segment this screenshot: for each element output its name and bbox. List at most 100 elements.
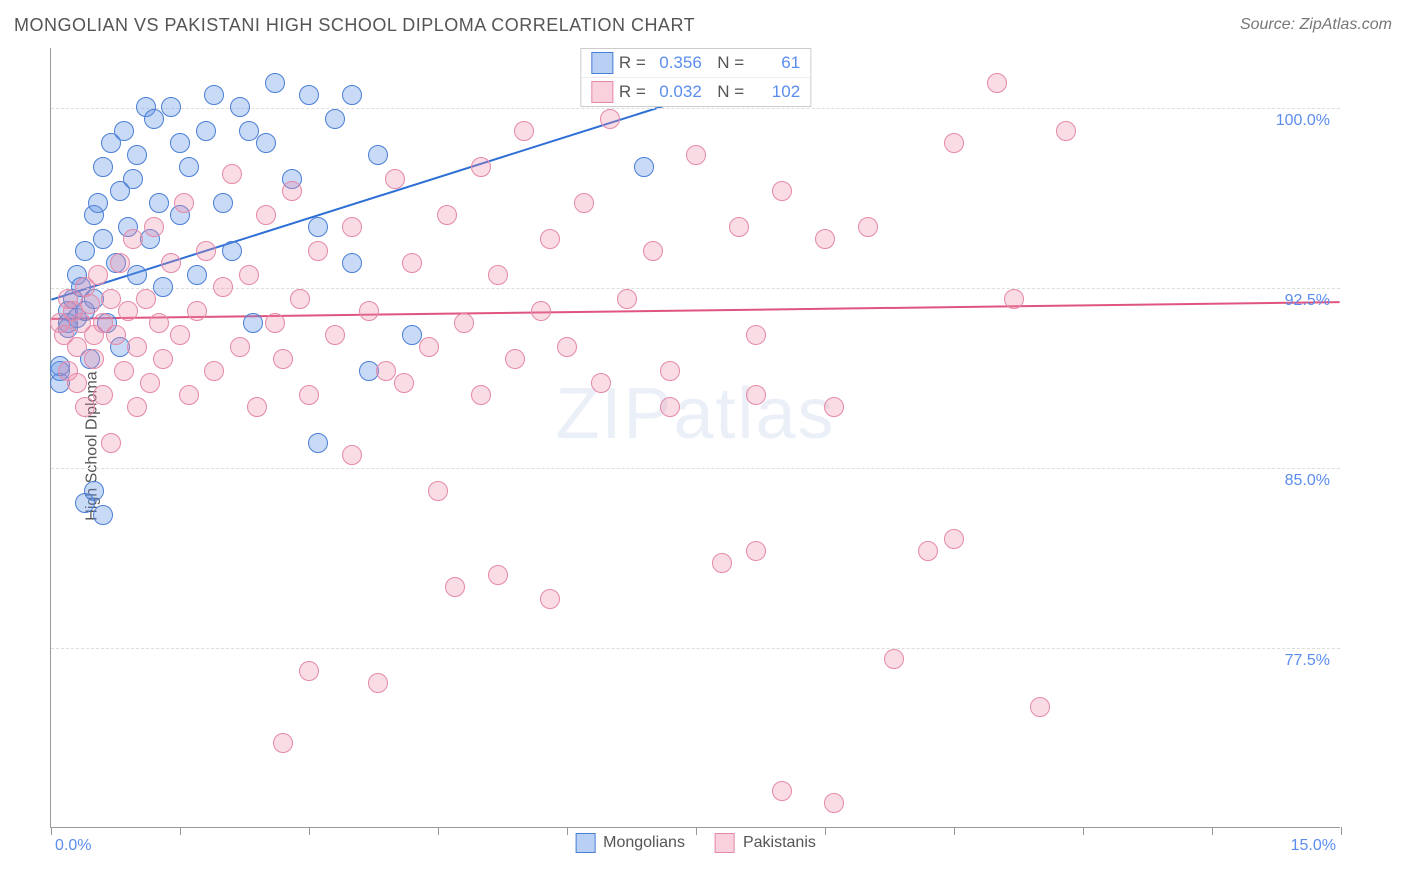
scatter-point xyxy=(729,217,749,237)
scatter-point xyxy=(824,793,844,813)
scatter-point xyxy=(187,265,207,285)
scatter-point xyxy=(256,205,276,225)
x-tick xyxy=(1212,827,1213,835)
legend-r-label: R = xyxy=(619,82,646,102)
legend-label-mongolians: Mongolians xyxy=(603,834,685,852)
scatter-point xyxy=(149,313,169,333)
scatter-point xyxy=(600,109,620,129)
scatter-point xyxy=(712,553,732,573)
scatter-point xyxy=(308,241,328,261)
legend-r-label: R = xyxy=(619,53,646,73)
legend-r-value-blue: 0.356 xyxy=(652,53,702,73)
chart-header: MONGOLIAN VS PAKISTANI HIGH SCHOOL DIPLO… xyxy=(14,10,1392,40)
gridline-h xyxy=(51,648,1340,649)
scatter-point xyxy=(299,85,319,105)
scatter-point xyxy=(114,121,134,141)
scatter-point xyxy=(488,565,508,585)
scatter-point xyxy=(239,265,259,285)
scatter-point xyxy=(617,289,637,309)
scatter-point xyxy=(110,253,130,273)
scatter-point xyxy=(114,361,134,381)
gridline-h xyxy=(51,468,1340,469)
scatter-point xyxy=(1004,289,1024,309)
scatter-point xyxy=(123,229,143,249)
scatter-point xyxy=(213,277,233,297)
scatter-point xyxy=(944,529,964,549)
scatter-point xyxy=(686,145,706,165)
scatter-point xyxy=(230,97,250,117)
scatter-point xyxy=(239,121,259,141)
scatter-point xyxy=(273,349,293,369)
scatter-point xyxy=(93,505,113,525)
scatter-point xyxy=(394,373,414,393)
scatter-point xyxy=(308,217,328,237)
scatter-point xyxy=(174,193,194,213)
scatter-point xyxy=(123,169,143,189)
scatter-point xyxy=(1056,121,1076,141)
scatter-point xyxy=(75,397,95,417)
scatter-point xyxy=(84,349,104,369)
swatch-blue-icon xyxy=(591,52,613,74)
watermark-zip: ZIP xyxy=(555,374,673,454)
scatter-point xyxy=(342,253,362,273)
scatter-point xyxy=(204,85,224,105)
scatter-point xyxy=(746,541,766,561)
scatter-point xyxy=(591,373,611,393)
legend-row-mongolians: R = 0.356 N = 61 xyxy=(581,49,810,78)
scatter-point xyxy=(127,337,147,357)
scatter-point xyxy=(342,85,362,105)
scatter-point xyxy=(93,229,113,249)
y-tick-label: 92.5% xyxy=(1285,292,1330,310)
scatter-point xyxy=(153,349,173,369)
scatter-point xyxy=(196,241,216,261)
scatter-point xyxy=(144,217,164,237)
scatter-point xyxy=(342,445,362,465)
scatter-point xyxy=(243,313,263,333)
scatter-point xyxy=(101,289,121,309)
scatter-point xyxy=(170,325,190,345)
scatter-point xyxy=(265,73,285,93)
legend-correlation-box: R = 0.356 N = 61 R = 0.032 N = 102 xyxy=(580,48,811,107)
scatter-point xyxy=(213,193,233,213)
chart-plot-area: ZIPatlas R = 0.356 N = 61 R = 0.032 N = … xyxy=(50,48,1340,828)
y-tick-label: 85.0% xyxy=(1285,472,1330,490)
scatter-point xyxy=(67,337,87,357)
scatter-point xyxy=(170,133,190,153)
chart-title: MONGOLIAN VS PAKISTANI HIGH SCHOOL DIPLO… xyxy=(14,15,695,36)
x-tick xyxy=(1083,827,1084,835)
scatter-point xyxy=(540,229,560,249)
scatter-point xyxy=(385,169,405,189)
scatter-point xyxy=(325,325,345,345)
scatter-point xyxy=(127,265,147,285)
legend-r-value-pink: 0.032 xyxy=(652,82,702,102)
chart-source: Source: ZipAtlas.com xyxy=(1240,16,1392,34)
scatter-point xyxy=(273,733,293,753)
scatter-point xyxy=(944,133,964,153)
scatter-point xyxy=(230,337,250,357)
y-tick-label: 100.0% xyxy=(1276,112,1330,130)
scatter-point xyxy=(746,385,766,405)
scatter-point xyxy=(88,193,108,213)
scatter-point xyxy=(222,164,242,184)
x-tick xyxy=(1341,827,1342,835)
scatter-point xyxy=(918,541,938,561)
scatter-point xyxy=(376,361,396,381)
scatter-point xyxy=(247,397,267,417)
x-axis-max-label: 15.0% xyxy=(1291,837,1336,855)
scatter-point xyxy=(402,253,422,273)
scatter-point xyxy=(368,145,388,165)
scatter-point xyxy=(884,649,904,669)
scatter-point xyxy=(161,97,181,117)
x-tick xyxy=(696,827,697,835)
scatter-point xyxy=(106,325,126,345)
scatter-point xyxy=(342,217,362,237)
scatter-point xyxy=(368,673,388,693)
scatter-point xyxy=(282,181,302,201)
scatter-point xyxy=(290,289,310,309)
scatter-point xyxy=(75,241,95,261)
scatter-point xyxy=(428,481,448,501)
scatter-point xyxy=(471,385,491,405)
scatter-point xyxy=(265,313,285,333)
scatter-point xyxy=(531,301,551,321)
scatter-point xyxy=(437,205,457,225)
